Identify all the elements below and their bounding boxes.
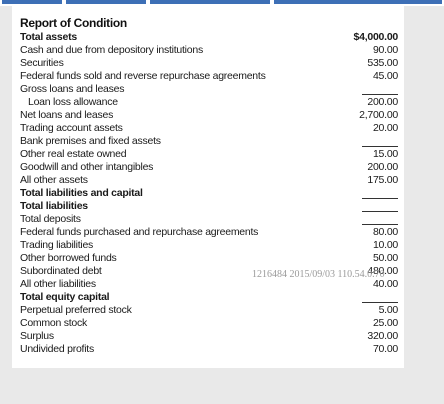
- row-label: Goodwill and other intangibles: [20, 161, 154, 173]
- report-panel: Report of Condition Total assets $4,000.0…: [12, 6, 404, 368]
- row-value: 25.00: [372, 317, 398, 329]
- report-row: All other assets 175.00: [20, 174, 398, 187]
- report-row: Total assets $4,000.00: [20, 31, 398, 44]
- row-label: Other real estate owned: [20, 148, 127, 160]
- report-row: Net loans and leases 2,700.00: [20, 109, 398, 122]
- report-row: Common stock 25.00: [20, 317, 398, 330]
- top-strip: [0, 0, 444, 6]
- row-value: 200.00: [367, 161, 398, 173]
- report-row: Bank premises and fixed assets: [20, 135, 398, 148]
- row-label: Total deposits: [20, 213, 81, 225]
- row-value: 2,700.00: [359, 109, 398, 121]
- blank-line: [362, 94, 398, 95]
- row-label: Federal funds sold and reverse repurchas…: [20, 70, 266, 82]
- row-label: Securities: [20, 57, 64, 69]
- row-label: Federal funds purchased and repurchase a…: [20, 226, 259, 238]
- row-label: All other assets: [20, 174, 88, 186]
- watermark: 1216484 2015/09/03 110.54.0.70: [252, 269, 385, 280]
- row-value: 175.00: [367, 174, 398, 186]
- blank-line: [362, 302, 398, 303]
- report-row: Loan loss allowance 200.00: [20, 96, 398, 109]
- row-value: 20.00: [372, 122, 398, 134]
- row-value: 15.00: [372, 148, 398, 160]
- row-label: Other borrowed funds: [20, 252, 117, 264]
- row-label: Total assets: [20, 31, 77, 43]
- row-value: 45.00: [372, 70, 398, 82]
- report-row: Surplus 320.00: [20, 330, 398, 343]
- row-value: 480.00: [367, 265, 398, 277]
- report-row: Other real estate owned 15.00: [20, 148, 398, 161]
- report-row: Total liabilities: [20, 200, 398, 213]
- row-label: Total equity capital: [20, 291, 110, 303]
- highlight: [2, 0, 62, 4]
- report-row: Federal funds sold and reverse repurchas…: [20, 70, 398, 83]
- row-value: 320.00: [367, 330, 398, 342]
- row-value: 70.00: [372, 343, 398, 355]
- blank-line: [362, 146, 398, 147]
- report-row: Trading liabilities 10.00: [20, 239, 398, 252]
- row-label: Trading liabilities: [20, 239, 94, 251]
- report-row: Undivided profits 70.00: [20, 343, 398, 356]
- row-label: Perpetual preferred stock: [20, 304, 132, 316]
- row-label: Undivided profits: [20, 343, 94, 355]
- report-row: Goodwill and other intangibles 200.00: [20, 161, 398, 174]
- row-label: Surplus: [20, 330, 54, 342]
- row-label: Loan loss allowance: [28, 96, 118, 108]
- row-label: Total liabilities: [20, 200, 88, 212]
- report-row: Other borrowed funds 50.00: [20, 252, 398, 265]
- blank-line: [362, 224, 398, 225]
- row-label: Gross loans and leases: [20, 83, 125, 95]
- report-row: Total equity capital: [20, 291, 398, 304]
- report-row: Perpetual preferred stock 5.00: [20, 304, 398, 317]
- report-row: Cash and due from depository institution…: [20, 44, 398, 57]
- report-row: Federal funds purchased and repurchase a…: [20, 226, 398, 239]
- row-label: Cash and due from depository institution…: [20, 44, 203, 56]
- row-value: 40.00: [372, 278, 398, 290]
- row-value: 50.00: [372, 252, 398, 264]
- report-row: All other liabilities 40.00: [20, 278, 398, 291]
- row-label: Trading account assets: [20, 122, 123, 134]
- report-row: Gross loans and leases: [20, 83, 398, 96]
- row-value: 200.00: [367, 96, 398, 108]
- highlight: [274, 0, 442, 4]
- row-value: 90.00: [372, 44, 398, 56]
- report-title: Report of Condition: [20, 16, 127, 30]
- row-label: Net loans and leases: [20, 109, 114, 121]
- row-value: $4,000.00: [353, 31, 399, 43]
- highlight: [66, 0, 146, 4]
- highlight: [150, 0, 270, 4]
- row-value: 535.00: [367, 57, 398, 69]
- row-label: Total liabilities and capital: [20, 187, 143, 199]
- row-label: Common stock: [20, 317, 88, 329]
- report-row: Subordinated debt 480.00: [20, 265, 398, 278]
- report-row: Trading account assets 20.00: [20, 122, 398, 135]
- row-label: Bank premises and fixed assets: [20, 135, 161, 147]
- report-row: Total liabilities and capital: [20, 187, 398, 200]
- report-row: Total deposits: [20, 213, 398, 226]
- row-value: 5.00: [378, 304, 399, 316]
- row-label: Subordinated debt: [20, 265, 102, 277]
- row-label: All other liabilities: [20, 278, 96, 290]
- row-value: 10.00: [372, 239, 398, 251]
- blank-line: [362, 211, 398, 212]
- row-value: 80.00: [372, 226, 398, 238]
- report-row: Securities 535.00: [20, 57, 398, 70]
- blank-line: [362, 198, 398, 199]
